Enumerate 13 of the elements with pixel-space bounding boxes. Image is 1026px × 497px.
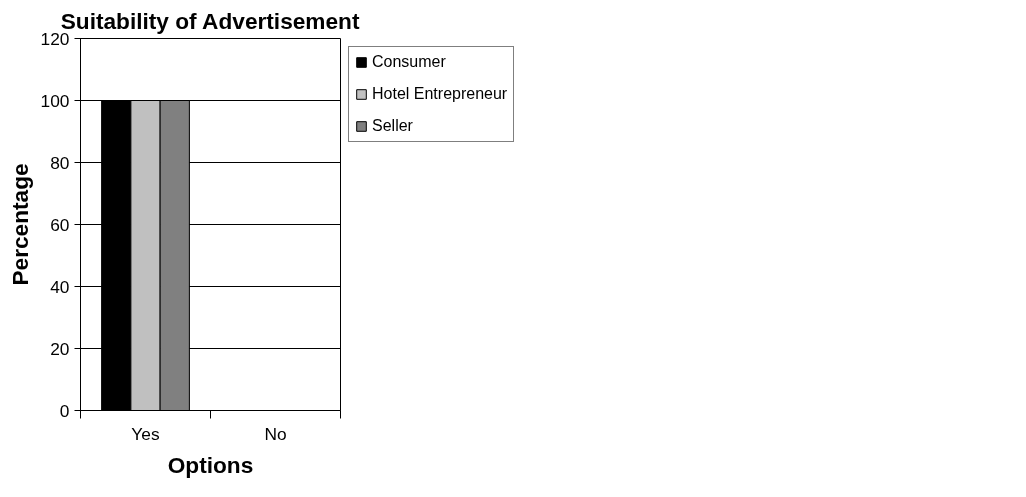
legend-label: Hotel Entrepreneur [372, 85, 508, 103]
y-tick-label: 100 [40, 90, 70, 111]
y-tick-label: 80 [50, 152, 70, 173]
y-tick-label: 20 [50, 338, 70, 359]
y-tick-label: 60 [50, 214, 70, 235]
y-axis-title: Percentage [6, 163, 33, 286]
x-axis-title: Options [167, 451, 254, 478]
y-tick-label: 40 [50, 276, 70, 297]
x-tick-label: No [264, 423, 287, 444]
legend-label: Consumer [372, 53, 446, 71]
legend-label: Seller [372, 117, 413, 135]
x-tick-label: Yes [131, 423, 160, 444]
y-tick-label: 0 [59, 400, 70, 421]
